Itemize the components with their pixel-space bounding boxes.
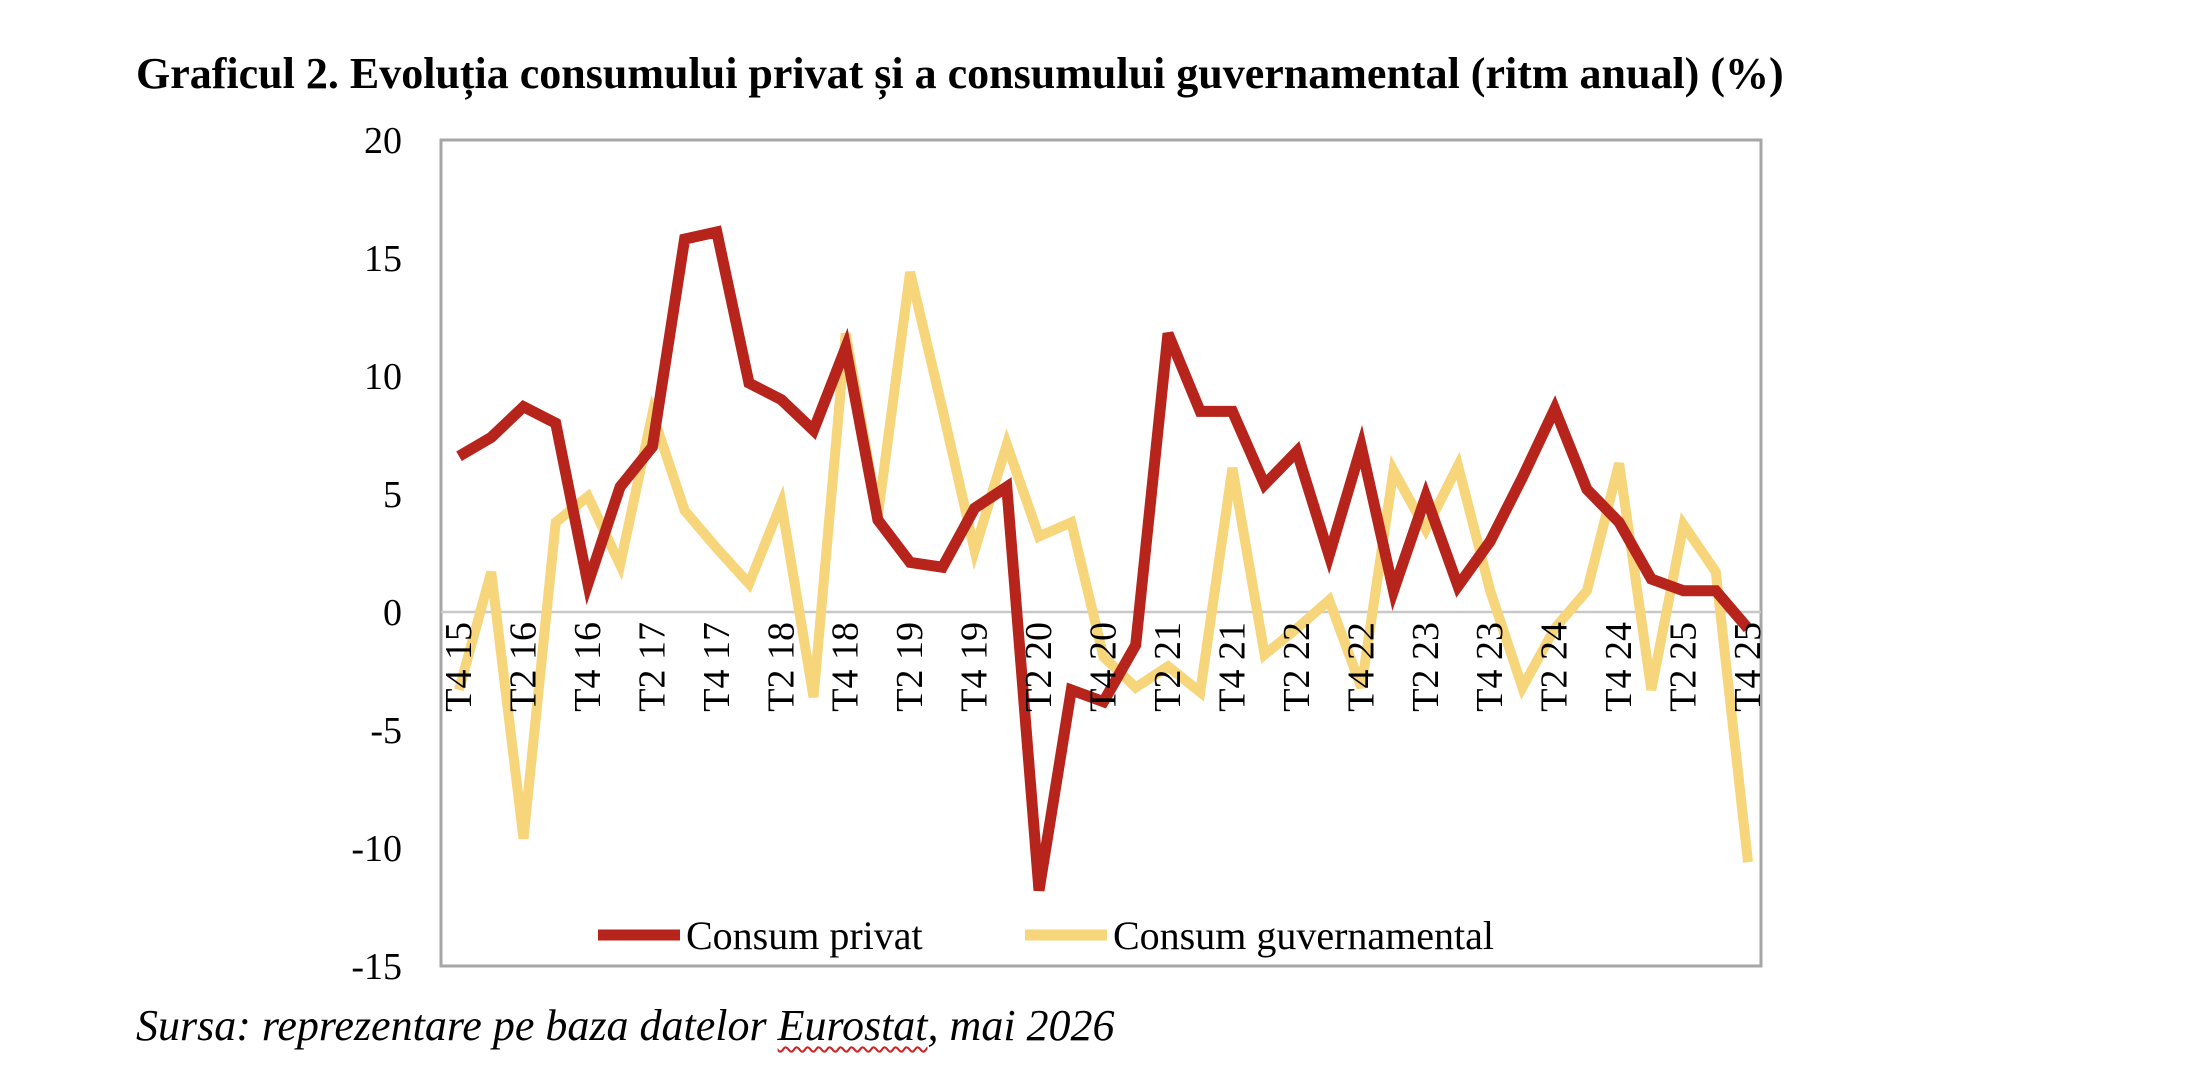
x-tick-label: T4 18 <box>825 622 867 712</box>
plot-area-border <box>439 138 1763 968</box>
x-tick-label: T4 23 <box>1469 622 1511 712</box>
x-tick-label: T2 21 <box>1147 622 1189 712</box>
x-axis-ticks: T4 15 T2 16 T4 16 T2 17 T4 17 T2 18 T4 18 T2 19… <box>438 622 1769 712</box>
source-note: Sursa: reprezentare pe baza datelor Euro… <box>136 1000 1115 1051</box>
x-tick-label: T4 15 <box>438 622 480 712</box>
x-tick-label: T4 22 <box>1340 622 1382 712</box>
x-tick-label: T2 24 <box>1534 622 1576 712</box>
y-tick-label: 5 <box>383 474 402 516</box>
series-line-0 <box>456 225 1753 892</box>
legend-label-0: Consum privat <box>686 913 923 958</box>
x-tick-label: T2 25 <box>1663 622 1705 712</box>
x-tick-label: T2 18 <box>760 622 802 712</box>
x-tick-label: T2 23 <box>1405 622 1447 712</box>
x-tick-label: T4 17 <box>696 622 738 712</box>
y-tick-label: 10 <box>364 356 402 398</box>
legend-label-1: Consum guvernamental <box>1113 913 1494 958</box>
y-tick-label: 15 <box>364 238 402 280</box>
y-tick-label: -5 <box>370 710 402 752</box>
x-tick-label: T2 19 <box>889 622 931 712</box>
series-line-1 <box>454 271 1753 863</box>
x-tick-label: T2 16 <box>502 622 544 712</box>
source-prefix: Sursa: reprezentare pe baza datelor <box>136 1001 778 1050</box>
x-tick-label: T4 19 <box>954 622 996 712</box>
x-tick-label: T4 25 <box>1727 622 1769 712</box>
y-axis-ticks: -15 -10 -5 0 5 10 15 20 <box>351 120 402 988</box>
source-suffix: , mai 2026 <box>927 1001 1115 1050</box>
series-layer <box>454 225 1753 892</box>
x-tick-label: T4 20 <box>1083 622 1125 712</box>
source-highlight: Eurostat <box>777 1001 928 1050</box>
legend: Consum privat Consum guvernamental <box>598 913 1494 958</box>
y-tick-label: 20 <box>364 120 402 162</box>
x-tick-label: T2 20 <box>1018 622 1060 712</box>
y-tick-label: -10 <box>351 828 402 870</box>
y-tick-label: -15 <box>351 946 402 988</box>
x-tick-label: T2 22 <box>1276 622 1318 712</box>
x-tick-label: T4 24 <box>1598 622 1640 712</box>
x-tick-label: T4 16 <box>567 622 609 712</box>
chart-title: Graficul 2. Evoluția consumului privat ș… <box>136 49 1784 98</box>
x-tick-label: T2 17 <box>631 622 673 712</box>
y-tick-label: 0 <box>383 592 402 634</box>
x-tick-label: T4 21 <box>1211 622 1253 712</box>
